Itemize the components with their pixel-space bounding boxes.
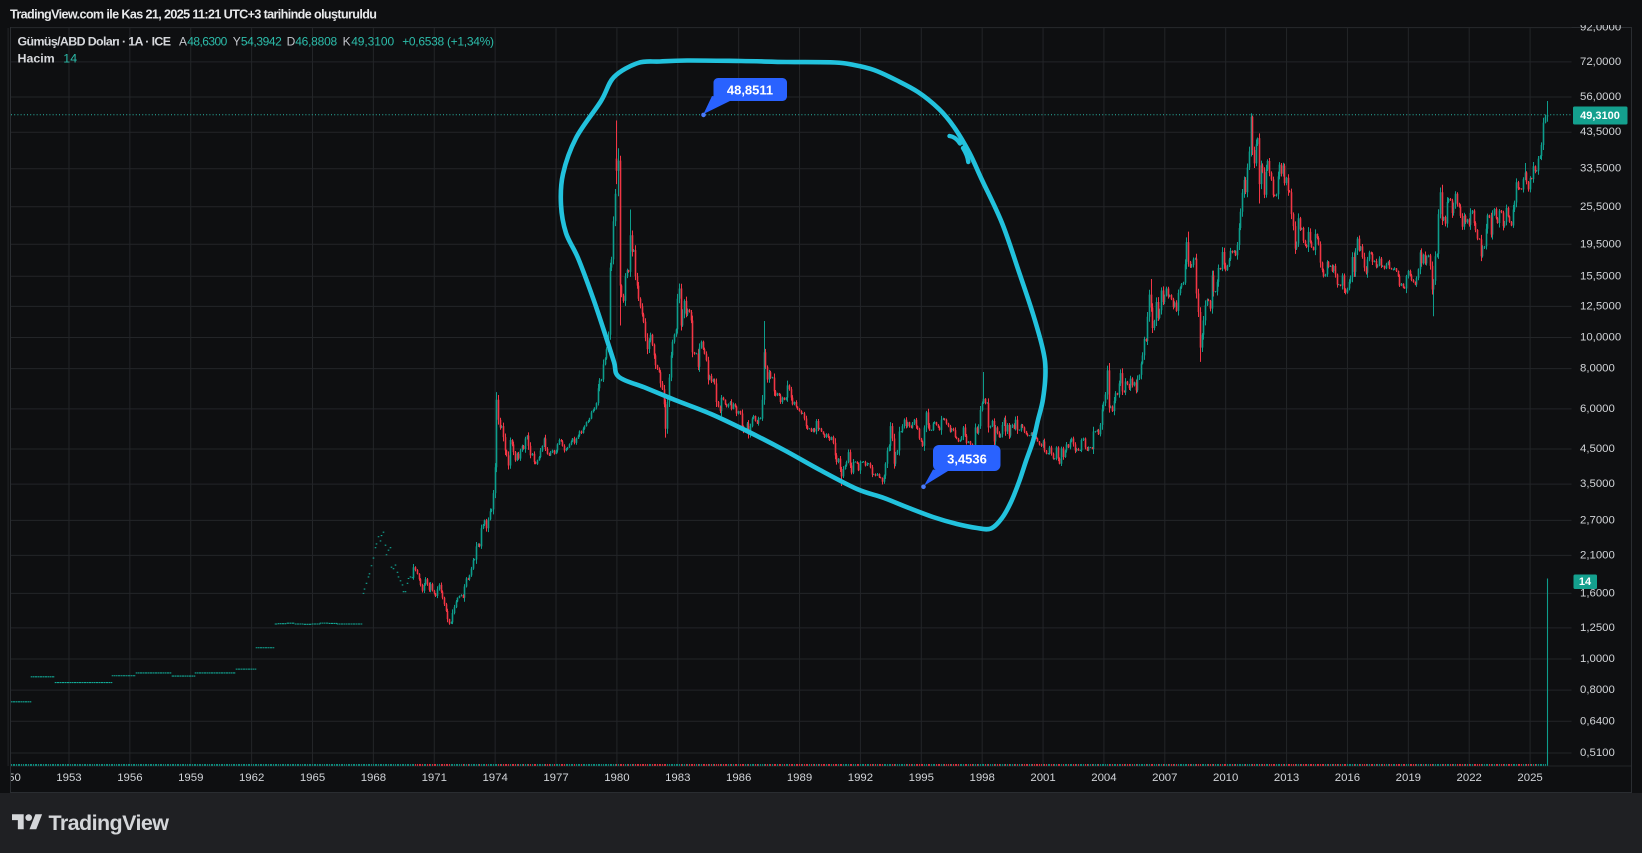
svg-text:2001: 2001 [1030,772,1055,784]
svg-text:1959: 1959 [178,772,203,784]
svg-text:1983: 1983 [665,772,690,784]
svg-text:1968: 1968 [361,772,386,784]
svg-text:33,5000: 33,5000 [1580,163,1621,175]
svg-text:2,1000: 2,1000 [1580,549,1615,561]
svg-text:1,6000: 1,6000 [1580,587,1615,599]
svg-text:K: K [343,35,351,49]
svg-text:48,6300: 48,6300 [187,35,227,49]
svg-text:2010: 2010 [1213,772,1238,784]
svg-text:Hacim: Hacim [18,52,55,66]
svg-text:2022: 2022 [1457,772,1482,784]
svg-text:6,0000: 6,0000 [1580,403,1615,415]
svg-text:56,0000: 56,0000 [1580,91,1621,103]
svg-text:+0,6538 (+1,34%): +0,6538 (+1,34%) [402,35,494,49]
svg-text:TradingView.com ile Kas 21, 20: TradingView.com ile Kas 21, 2025 11:21 U… [10,8,377,22]
svg-text:0,8000: 0,8000 [1580,684,1615,696]
svg-text:14: 14 [63,52,77,66]
svg-text:4,5000: 4,5000 [1580,443,1615,455]
svg-text:2013: 2013 [1274,772,1299,784]
svg-text:1971: 1971 [422,772,447,784]
svg-text:92,0000: 92,0000 [1580,22,1621,34]
svg-text:Y: Y [233,35,241,49]
svg-text:1986: 1986 [726,772,751,784]
svg-text:1965: 1965 [300,772,325,784]
svg-text:14: 14 [1579,576,1592,588]
svg-text:8,0000: 8,0000 [1580,363,1615,375]
svg-text:1992: 1992 [848,772,873,784]
svg-text:1950: 1950 [0,772,21,784]
svg-text:1,2500: 1,2500 [1580,622,1615,634]
svg-text:D: D [287,35,296,49]
svg-text:1980: 1980 [604,772,629,784]
svg-text:3,4536: 3,4536 [947,452,987,467]
svg-text:10,0000: 10,0000 [1580,332,1621,344]
svg-text:2025: 2025 [1517,772,1542,784]
svg-text:Gümüş/ABD Doları · 1A · ICE: Gümüş/ABD Doları · 1A · ICE [18,35,172,49]
svg-text:2,7000: 2,7000 [1580,514,1615,526]
svg-text:A: A [179,35,187,49]
svg-text:2007: 2007 [1152,772,1177,784]
svg-text:2016: 2016 [1335,772,1360,784]
svg-text:1956: 1956 [117,772,142,784]
svg-text:0,6400: 0,6400 [1580,715,1615,727]
svg-text:72,0000: 72,0000 [1580,56,1621,68]
svg-text:1974: 1974 [482,772,507,784]
svg-text:19,5000: 19,5000 [1580,238,1621,250]
svg-text:25,5000: 25,5000 [1580,201,1621,213]
svg-text:2004: 2004 [1091,772,1116,784]
svg-text:2019: 2019 [1396,772,1421,784]
svg-text:1989: 1989 [787,772,812,784]
svg-text:15,5000: 15,5000 [1580,270,1621,282]
svg-text:43,5000: 43,5000 [1580,126,1621,138]
svg-text:3,5000: 3,5000 [1580,478,1615,490]
svg-text:48,8511: 48,8511 [727,83,773,98]
svg-text:54,3942: 54,3942 [241,35,282,49]
svg-text:49,3100: 49,3100 [351,35,394,49]
svg-text:1,0000: 1,0000 [1580,653,1615,665]
svg-text:12,5000: 12,5000 [1580,300,1621,312]
svg-text:TradingView: TradingView [49,811,170,835]
svg-text:49,3100: 49,3100 [1580,110,1620,122]
svg-text:1998: 1998 [969,772,994,784]
svg-text:1977: 1977 [543,772,568,784]
svg-text:46,8808: 46,8808 [295,35,337,49]
svg-text:0,5100: 0,5100 [1580,747,1615,759]
svg-text:1962: 1962 [239,772,264,784]
svg-text:1953: 1953 [56,772,81,784]
svg-text:1995: 1995 [909,772,934,784]
